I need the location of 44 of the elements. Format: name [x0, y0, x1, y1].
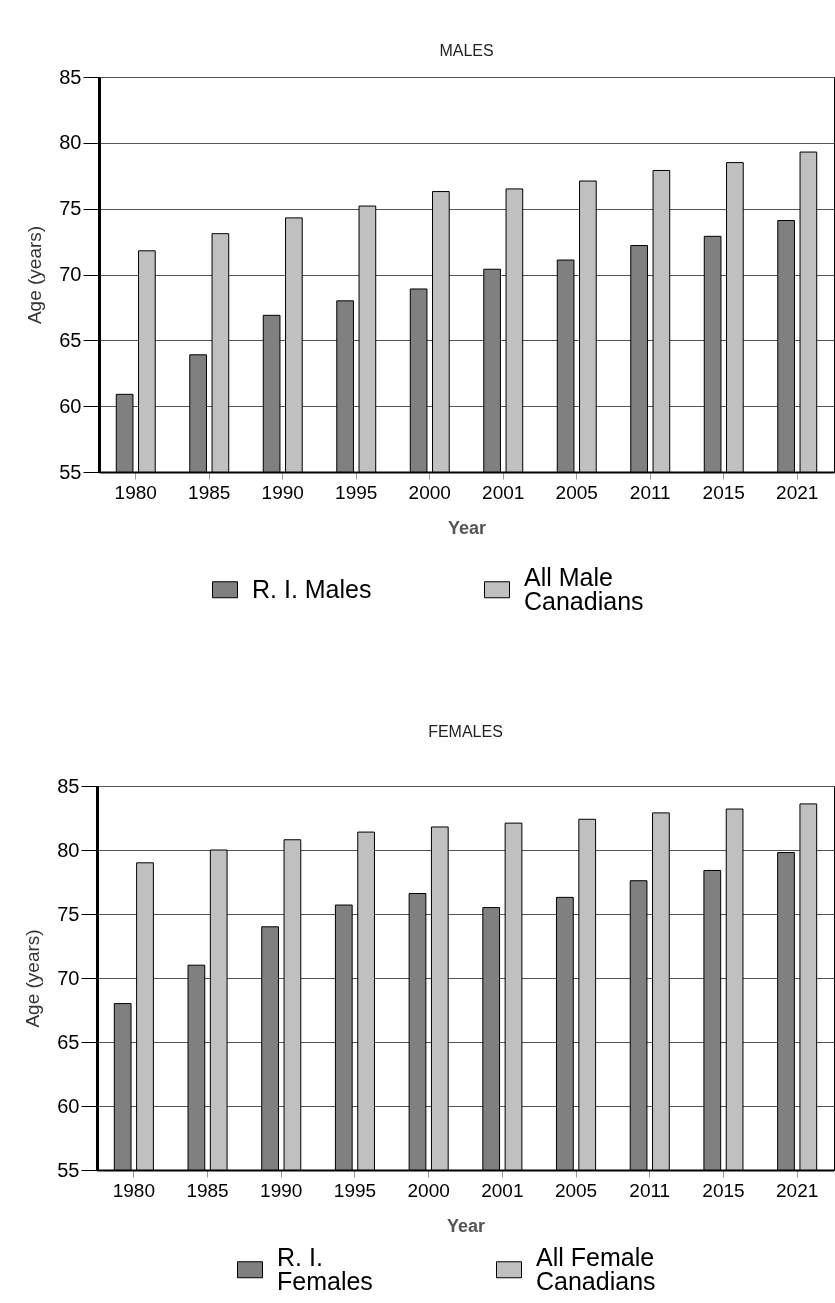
chart-title: FEMALES	[428, 723, 503, 740]
x-tick-label: 1990	[260, 1179, 303, 1201]
legend-label: R. I. Females	[277, 1242, 373, 1295]
y-tick-label: 80	[57, 838, 80, 861]
x-tick-label: 2005	[555, 481, 598, 503]
y-tick-label: 75	[59, 197, 82, 220]
y-tick-label: 60	[57, 1094, 80, 1117]
x-tick-label: 2021	[776, 481, 819, 503]
legend-label: All Female Canadians	[536, 1242, 656, 1295]
x-tick-label: 1985	[188, 481, 231, 503]
y-tick-label: 55	[59, 460, 82, 483]
x-tick-label: 2021	[776, 1179, 819, 1201]
x-tick-label: 2000	[407, 1179, 450, 1201]
x-tick-label: 2011	[629, 1179, 671, 1201]
legend-label: R. I. Males	[252, 574, 372, 603]
y-tick-label: 70	[59, 263, 82, 285]
legend-label: All Male Canadians	[524, 562, 644, 615]
y-axis-title: Age (years)	[24, 225, 46, 325]
x-tick-label: 1980	[114, 481, 157, 503]
y-tick-label: 65	[59, 328, 82, 351]
x-tick-label: 1990	[261, 481, 304, 503]
x-tick-label: 1995	[333, 1179, 377, 1201]
x-tick-label: 2011	[629, 481, 671, 503]
x-tick-label: 2015	[702, 1179, 745, 1201]
y-tick-label: 85	[57, 774, 80, 797]
x-tick-label: 2000	[408, 481, 451, 503]
y-tick-label: 55	[57, 1158, 80, 1181]
x-tick-label: 2015	[702, 481, 745, 503]
y-tick-label: 70	[57, 966, 80, 989]
x-axis-title: Year	[447, 517, 487, 538]
x-tick-label: 2001	[482, 481, 525, 503]
y-tick-label: 60	[59, 394, 82, 417]
y-tick-label: 65	[57, 1030, 80, 1053]
x-tick-label: 1995	[335, 481, 378, 503]
x-tick-label: 2001	[481, 1179, 524, 1201]
y-tick-label: 75	[57, 902, 80, 925]
y-tick-label: 80	[59, 131, 82, 154]
x-tick-label: 1985	[186, 1179, 229, 1201]
x-axis-title: Year	[446, 1215, 486, 1236]
x-tick-label: 2005	[554, 1179, 598, 1201]
x-tick-label: 1980	[112, 1179, 155, 1201]
y-tick-label: 85	[59, 65, 82, 88]
chart-title: MALES	[439, 42, 494, 59]
y-axis-title: Age (years)	[22, 929, 44, 1028]
